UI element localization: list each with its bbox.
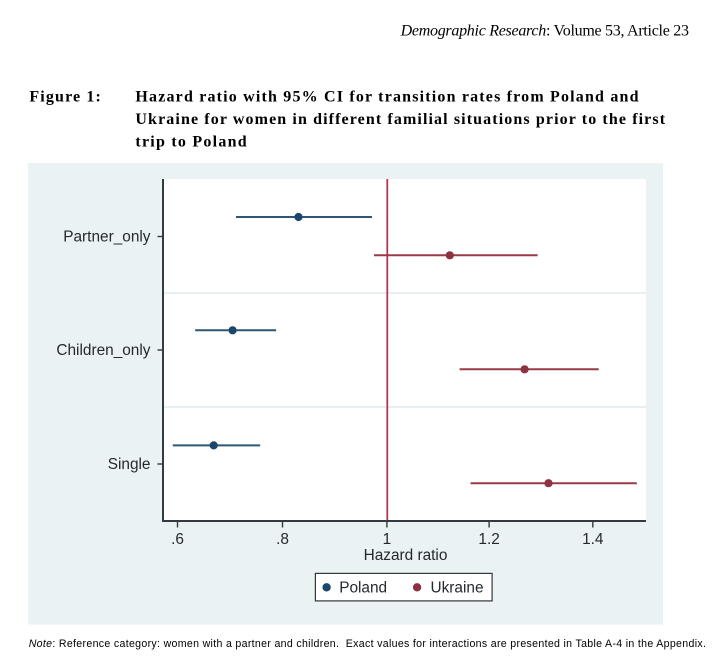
svg-text:trip to Poland: trip to Poland bbox=[135, 134, 247, 151]
svg-text:1.2: 1.2 bbox=[478, 531, 499, 548]
svg-text:Partner_only: Partner_only bbox=[63, 228, 151, 245]
svg-text:Ukraine: Ukraine bbox=[431, 579, 484, 596]
svg-text:Single: Single bbox=[108, 456, 151, 473]
svg-text:Children_only: Children_only bbox=[56, 342, 150, 359]
svg-text:1: 1 bbox=[383, 531, 392, 548]
svg-text:Ukraine for women in different: Ukraine for women in different familial … bbox=[135, 111, 666, 128]
svg-text:1.4: 1.4 bbox=[582, 531, 604, 548]
svg-text:.8: .8 bbox=[276, 531, 289, 548]
svg-text:Figure 1:: Figure 1: bbox=[29, 89, 102, 106]
svg-text:Demographic Research: Volume 5: Demographic Research: Volume 53, Article… bbox=[400, 23, 689, 40]
svg-text:Poland: Poland bbox=[339, 579, 387, 596]
svg-text:Hazard ratio: Hazard ratio bbox=[364, 547, 448, 564]
svg-text:Hazard ratio with 95% CI for t: Hazard ratio with 95% CI for transition … bbox=[135, 89, 639, 106]
svg-text:Note: Reference category: wome: Note: Reference category: women with a p… bbox=[29, 638, 707, 650]
svg-text:.6: .6 bbox=[171, 531, 184, 548]
